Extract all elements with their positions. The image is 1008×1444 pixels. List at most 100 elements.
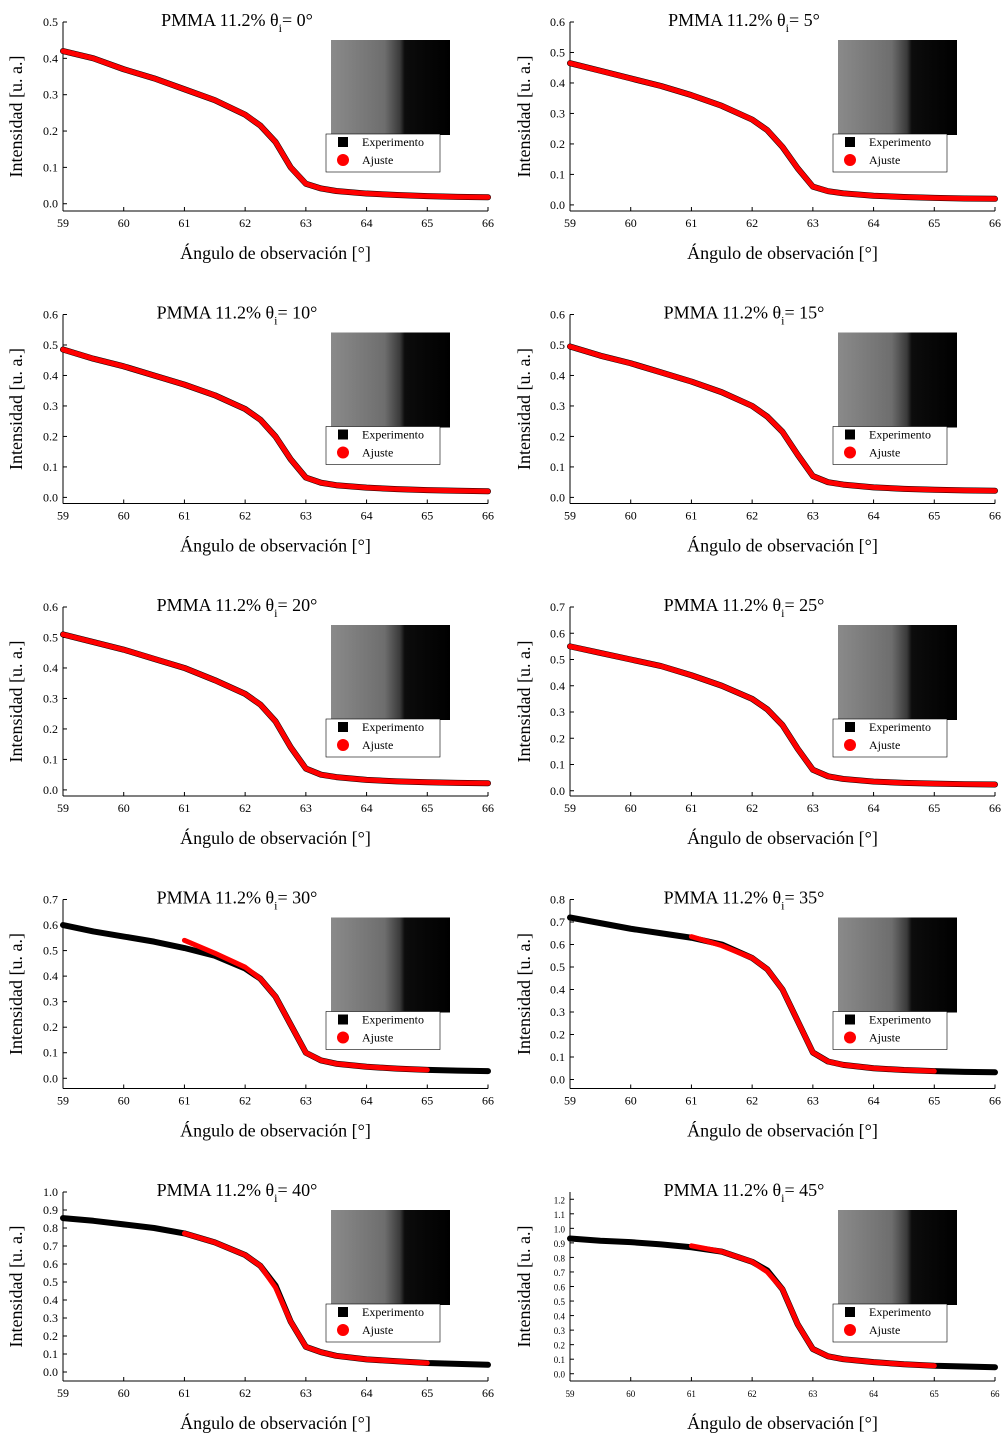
x-tick-label: 65: [421, 216, 433, 230]
y-tick-label: 0.5: [43, 15, 58, 29]
x-tick-label: 66: [482, 1386, 494, 1400]
legend-label: Ajuste: [869, 153, 900, 167]
y-axis-label: Intensidad [u. a.]: [6, 56, 26, 178]
x-tick-label: 65: [421, 1386, 433, 1400]
inset-image: [331, 1210, 450, 1305]
x-tick-label: 65: [928, 801, 940, 815]
x-tick-label: 63: [807, 509, 819, 523]
chart-panel: 0.0 0.1 0.2 0.3 0.4 0.5 0.6 0.7 59 60 61 62 63 64 65 66…: [6, 888, 494, 1141]
legend-marker: [337, 1031, 349, 1044]
fit-line: [567, 60, 998, 202]
y-tick-label: 0.5: [43, 630, 58, 644]
x-tick-label: 65: [928, 216, 940, 230]
y-tick-label: 0.5: [43, 944, 58, 958]
x-axis-label: Ángulo de observación [°]: [687, 1412, 878, 1433]
chart-panel: 0.0 0.1 0.2 0.3 0.4 0.5 0.6 59 60 61 62 63 64 65 66 Áng…: [6, 595, 494, 848]
y-tick-label: 1.0: [43, 1185, 58, 1199]
title-subscript: i: [279, 21, 283, 35]
x-tick-label: 65: [928, 509, 940, 523]
x-axis-label: Ángulo de observación [°]: [180, 1120, 371, 1141]
x-tick-label: 59: [564, 216, 576, 230]
y-tick-label: 0.9: [554, 1239, 566, 1249]
legend-box: [832, 426, 948, 465]
legend-marker: [338, 1014, 348, 1025]
legend-label: Experimento: [869, 428, 931, 442]
x-axis-label: Ángulo de observación [°]: [180, 242, 371, 263]
title-text: PMMA 11.2% θ: [157, 1180, 274, 1200]
legend-marker: [338, 137, 348, 147]
x-tick-label: 62: [239, 1094, 251, 1108]
y-tick-label: 0.4: [550, 679, 565, 693]
legend-marker: [338, 429, 348, 440]
chart-title: PMMA 11.2% θi= 20°: [157, 595, 318, 620]
x-tick-label: 66: [482, 801, 494, 815]
inset-image: [331, 625, 450, 720]
title-subscript: i: [781, 899, 785, 913]
legend-label: Experimento: [362, 720, 424, 734]
y-tick-label: 0.3: [550, 399, 565, 413]
fit-line: [688, 1243, 937, 1369]
y-tick-label: 0.6: [550, 15, 565, 29]
y-tick-label: 0.0: [550, 490, 565, 504]
x-tick-label: 59: [57, 1386, 69, 1400]
y-tick-label: 0.3: [43, 88, 58, 102]
x-tick-label: 62: [239, 509, 251, 523]
y-tick-label: 0.3: [550, 1005, 565, 1019]
x-tick-label: 60: [625, 509, 637, 523]
title-text: PMMA 11.2% θ: [157, 888, 274, 908]
y-axis-label: Intensidad [u. a.]: [514, 641, 534, 763]
x-tick-label: 59: [564, 509, 576, 523]
y-tick-label: 0.4: [554, 1312, 566, 1322]
y-tick-label: 0.6: [550, 626, 565, 640]
chart-title: PMMA 11.2% θi= 45°: [664, 1180, 825, 1205]
x-tick-label: 62: [746, 216, 758, 230]
x-tick-label: 65: [421, 801, 433, 815]
chart-title: PMMA 11.2% θi= 0°: [161, 10, 313, 35]
x-tick-label: 60: [625, 801, 637, 815]
legend-marker: [337, 446, 349, 459]
legend-marker: [845, 1014, 855, 1025]
title-text: = 35°: [784, 888, 824, 908]
chart-title: PMMA 11.2% θi= 40°: [157, 1180, 318, 1205]
legend-marker: [844, 154, 856, 166]
y-tick-label: 0.7: [550, 600, 565, 614]
x-tick-label: 66: [482, 509, 494, 523]
x-tick-label: 64: [868, 1094, 880, 1108]
y-tick-label: 0.2: [43, 1329, 58, 1343]
y-axis-label: Intensidad [u. a.]: [514, 1226, 534, 1348]
legend-marker: [845, 137, 855, 147]
y-tick-label: 0.2: [550, 1028, 565, 1042]
x-tick-label: 64: [361, 801, 373, 815]
x-tick-label: 64: [361, 509, 373, 523]
legend-label: Experimento: [362, 1305, 424, 1319]
y-tick-label: 0.5: [43, 1275, 58, 1289]
x-axis-label: Ángulo de observación [°]: [180, 1412, 371, 1433]
y-tick-label: 0.2: [550, 429, 565, 443]
x-tick-label: 65: [421, 509, 433, 523]
y-tick-label: 0.1: [550, 1050, 565, 1064]
title-subscript: i: [781, 1191, 785, 1205]
x-tick-label: 62: [746, 801, 758, 815]
y-tick-label: 0.2: [550, 137, 565, 151]
x-tick-label: 61: [178, 509, 190, 523]
y-tick-label: 1.1: [554, 1210, 565, 1220]
y-tick-label: 0.4: [43, 969, 58, 983]
x-tick-label: 66: [989, 216, 1001, 230]
y-axis-label: Intensidad [u. a.]: [6, 348, 26, 470]
legend-marker: [337, 1324, 349, 1336]
y-tick-label: 0.3: [550, 106, 565, 120]
chart-panel: 0.0 0.1 0.2 0.3 0.4 0.5 0.6 59 60 61 62 63 64 65 66 Áng…: [514, 303, 1001, 556]
chart-panel: 0.0 0.1 0.2 0.3 0.4 0.5 0.6 59 60 61 62 63 64 65 66 Áng…: [6, 303, 494, 556]
inset-image: [331, 40, 450, 135]
x-tick-label: 66: [991, 1389, 1001, 1399]
y-tick-label: 0.0: [43, 490, 58, 504]
x-tick-label: 61: [178, 1094, 190, 1108]
legend-label: Ajuste: [362, 1323, 393, 1337]
x-tick-label: 64: [361, 1386, 373, 1400]
y-tick-label: 0.2: [550, 731, 565, 745]
x-tick-label: 60: [625, 1094, 637, 1108]
fit-line: [688, 934, 937, 1074]
x-tick-label: 66: [482, 216, 494, 230]
legend-label: Ajuste: [362, 153, 393, 167]
chart-panel: 0.0 0.1 0.2 0.3 0.4 0.5 0.6 0.7 0.8 59 60 61 62 63 64 6…: [514, 888, 1001, 1141]
